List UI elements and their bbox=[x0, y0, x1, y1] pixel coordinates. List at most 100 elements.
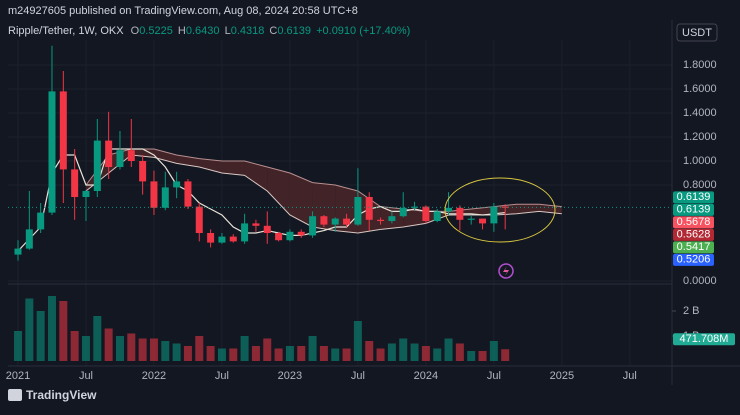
x-tick-label: Jul bbox=[623, 370, 637, 382]
candle-body bbox=[354, 197, 362, 225]
brand-logo bbox=[8, 389, 22, 401]
volume-bar bbox=[421, 346, 430, 361]
field-key: O bbox=[131, 25, 140, 37]
candle-body bbox=[377, 219, 385, 221]
x-tick-label: Jul bbox=[79, 370, 93, 382]
cloud-fill bbox=[244, 161, 268, 191]
volume-bar bbox=[444, 338, 453, 361]
candle-body bbox=[150, 181, 158, 208]
volume-bar bbox=[410, 343, 419, 361]
x-tick-label: 2024 bbox=[414, 370, 438, 382]
candle-body bbox=[286, 231, 294, 241]
y-tick-label: 1.0000 bbox=[683, 155, 717, 167]
event-icon-bolt bbox=[503, 266, 509, 276]
volume-bar bbox=[274, 348, 283, 361]
volume-bar bbox=[59, 301, 68, 361]
cloud-fill bbox=[221, 161, 245, 176]
candle-body bbox=[218, 236, 226, 243]
currency: USDT bbox=[682, 27, 712, 39]
volume-bar bbox=[240, 336, 249, 361]
symbol-legend: Ripple/Tether, 1W, OKX O0.5225 H0.6430 L… bbox=[8, 25, 410, 37]
candle-body bbox=[195, 206, 203, 233]
candle-body bbox=[161, 187, 169, 208]
price-badge bbox=[673, 216, 714, 229]
volume-bar bbox=[115, 336, 124, 361]
cloud-fill bbox=[153, 149, 177, 164]
price-badge bbox=[673, 228, 714, 241]
volume-bar bbox=[455, 343, 464, 361]
price-badge-label: 0.5628 bbox=[677, 229, 711, 241]
candle-body bbox=[105, 140, 113, 167]
currency-box[interactable] bbox=[676, 23, 718, 42]
event-icon[interactable] bbox=[498, 263, 514, 279]
candle-body bbox=[343, 218, 351, 225]
volume-bar bbox=[93, 316, 102, 361]
price-badge-label: 0.5678 bbox=[677, 216, 711, 228]
x-tick-label: 2025 bbox=[550, 370, 574, 382]
field-key: H bbox=[178, 25, 186, 37]
symbol: Ripple/Tether, 1W, OKX bbox=[8, 25, 124, 37]
candle-body bbox=[37, 212, 45, 230]
candle-body bbox=[48, 91, 56, 213]
volume-bar bbox=[138, 338, 147, 361]
volume-bar bbox=[319, 346, 328, 361]
cloud-span-b bbox=[85, 148, 562, 212]
candles bbox=[14, 45, 509, 261]
candle-body bbox=[388, 216, 396, 221]
y-tick-label: 1.8000 bbox=[683, 59, 717, 71]
candle-body bbox=[71, 169, 79, 197]
candle-body bbox=[490, 206, 498, 224]
x-tick-label: Jul bbox=[351, 370, 365, 382]
field-value: 0.6430 bbox=[186, 25, 220, 37]
field-key: C bbox=[269, 25, 277, 37]
volume-bar bbox=[161, 341, 170, 361]
candle-body bbox=[479, 218, 487, 224]
field-key: L bbox=[225, 25, 231, 37]
price-badge-label: 0.5206 bbox=[677, 254, 711, 266]
cloud-fill bbox=[539, 204, 562, 214]
candle-body bbox=[456, 207, 464, 220]
candle-body bbox=[275, 233, 283, 241]
x-tick-label: Jul bbox=[215, 370, 229, 382]
candle-body bbox=[297, 231, 305, 236]
volume-bar bbox=[489, 341, 498, 361]
x-tick-label: 2023 bbox=[278, 370, 302, 382]
cloud-fill bbox=[289, 173, 313, 227]
volume-badge-label: 471.708M bbox=[680, 333, 729, 345]
candle-body bbox=[320, 216, 328, 225]
candle-body bbox=[241, 223, 249, 242]
price-badge-label: 0.5417 bbox=[677, 241, 711, 253]
x-tick-label: 2021 bbox=[6, 370, 30, 382]
candle-body bbox=[411, 206, 419, 208]
x-tick-label: 2022 bbox=[142, 370, 166, 382]
field-value: 0.5225 bbox=[139, 25, 173, 37]
volume-bar bbox=[206, 346, 215, 361]
candle-body bbox=[467, 218, 475, 220]
price-badge-label: 0.6139 bbox=[677, 204, 711, 216]
price-badge bbox=[673, 241, 714, 254]
volume-bar bbox=[70, 331, 79, 361]
candle-body bbox=[422, 206, 430, 221]
candle-body bbox=[116, 150, 124, 167]
candle-body bbox=[59, 91, 67, 170]
volume-bar bbox=[263, 338, 272, 361]
candle-body bbox=[184, 181, 192, 207]
candle-body bbox=[127, 150, 135, 161]
candle-body bbox=[229, 236, 237, 242]
candle-body bbox=[82, 191, 90, 197]
volume-bar bbox=[331, 348, 340, 361]
volume-bar bbox=[127, 333, 136, 361]
volume-bar bbox=[172, 343, 181, 361]
candle-body bbox=[93, 140, 101, 191]
volume-bar bbox=[308, 336, 317, 361]
cloud-fill bbox=[516, 204, 540, 214]
volume-bar bbox=[14, 331, 22, 361]
volume-bar bbox=[376, 348, 385, 361]
candle-body bbox=[331, 218, 339, 225]
candle-body bbox=[445, 207, 453, 212]
volume-bar bbox=[399, 338, 408, 361]
brand: TradingView bbox=[26, 388, 97, 402]
volume-bar bbox=[104, 328, 113, 361]
y-tick-label: 0.0000 bbox=[683, 275, 717, 287]
